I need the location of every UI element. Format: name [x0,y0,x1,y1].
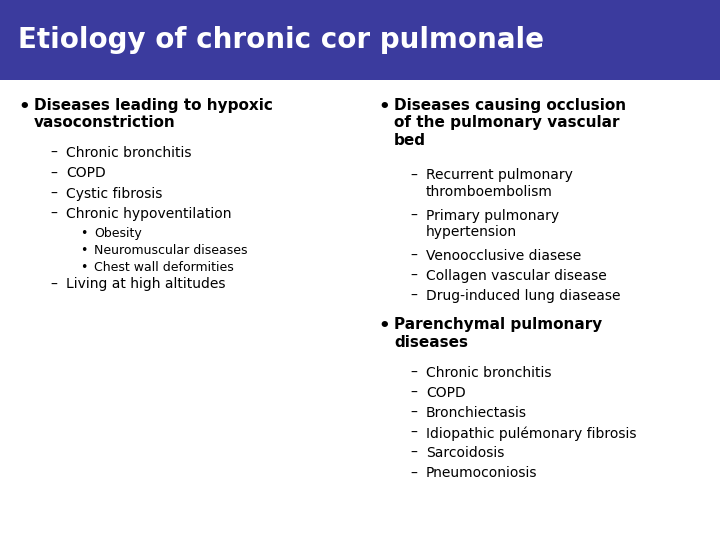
Text: –: – [410,406,417,420]
Text: Drug-induced lung diasease: Drug-induced lung diasease [426,289,621,303]
Text: Etiology of chronic cor pulmonale: Etiology of chronic cor pulmonale [18,26,544,54]
Text: •: • [378,318,390,335]
Text: Idiopathic pulémonary fibrosis: Idiopathic pulémonary fibrosis [426,426,636,441]
Text: Cystic fibrosis: Cystic fibrosis [66,187,163,200]
Text: Bronchiectasis: Bronchiectasis [426,406,527,420]
Text: –: – [410,269,417,283]
Text: •: • [80,244,87,256]
Text: Pneumoconiosis: Pneumoconiosis [426,467,538,481]
Text: •: • [18,98,30,116]
Text: Chronic bronchitis: Chronic bronchitis [426,366,552,380]
Text: –: – [50,166,57,180]
Text: COPD: COPD [426,386,466,400]
Text: –: – [410,249,417,263]
Text: –: – [410,168,417,183]
Text: •: • [80,261,87,274]
Text: Recurrent pulmonary
thromboembolism: Recurrent pulmonary thromboembolism [426,168,573,199]
Text: Sarcoidosis: Sarcoidosis [426,446,505,460]
Text: –: – [410,426,417,440]
Text: COPD: COPD [66,166,106,180]
Text: Neuromuscular diseases: Neuromuscular diseases [94,244,248,256]
Text: Primary pulmonary
hypertension: Primary pulmonary hypertension [426,209,559,239]
Text: Parenchymal pulmonary
diseases: Parenchymal pulmonary diseases [394,318,602,350]
Text: –: – [410,446,417,460]
Text: Collagen vascular disease: Collagen vascular disease [426,269,607,283]
Text: Chronic bronchitis: Chronic bronchitis [66,146,192,160]
Text: •: • [80,227,87,240]
Text: –: – [410,289,417,303]
Text: –: – [50,146,57,160]
Text: Chronic hypoventilation: Chronic hypoventilation [66,207,232,221]
Text: –: – [410,366,417,380]
Text: Venoocclusive diasese: Venoocclusive diasese [426,249,581,263]
Text: –: – [410,209,417,222]
Text: –: – [50,278,57,292]
Text: •: • [378,98,390,116]
Text: Diseases causing occlusion
of the pulmonary vascular
bed: Diseases causing occlusion of the pulmon… [394,98,626,148]
Text: –: – [410,386,417,400]
Text: –: – [410,467,417,481]
Text: Obesity: Obesity [94,227,142,240]
Text: Diseases leading to hypoxic
vasoconstriction: Diseases leading to hypoxic vasoconstric… [34,98,273,130]
Text: Chest wall deformities: Chest wall deformities [94,261,234,274]
Text: Living at high altitudes: Living at high altitudes [66,278,225,292]
Text: –: – [50,207,57,221]
Text: –: – [50,187,57,200]
Bar [0,0,720,80]
